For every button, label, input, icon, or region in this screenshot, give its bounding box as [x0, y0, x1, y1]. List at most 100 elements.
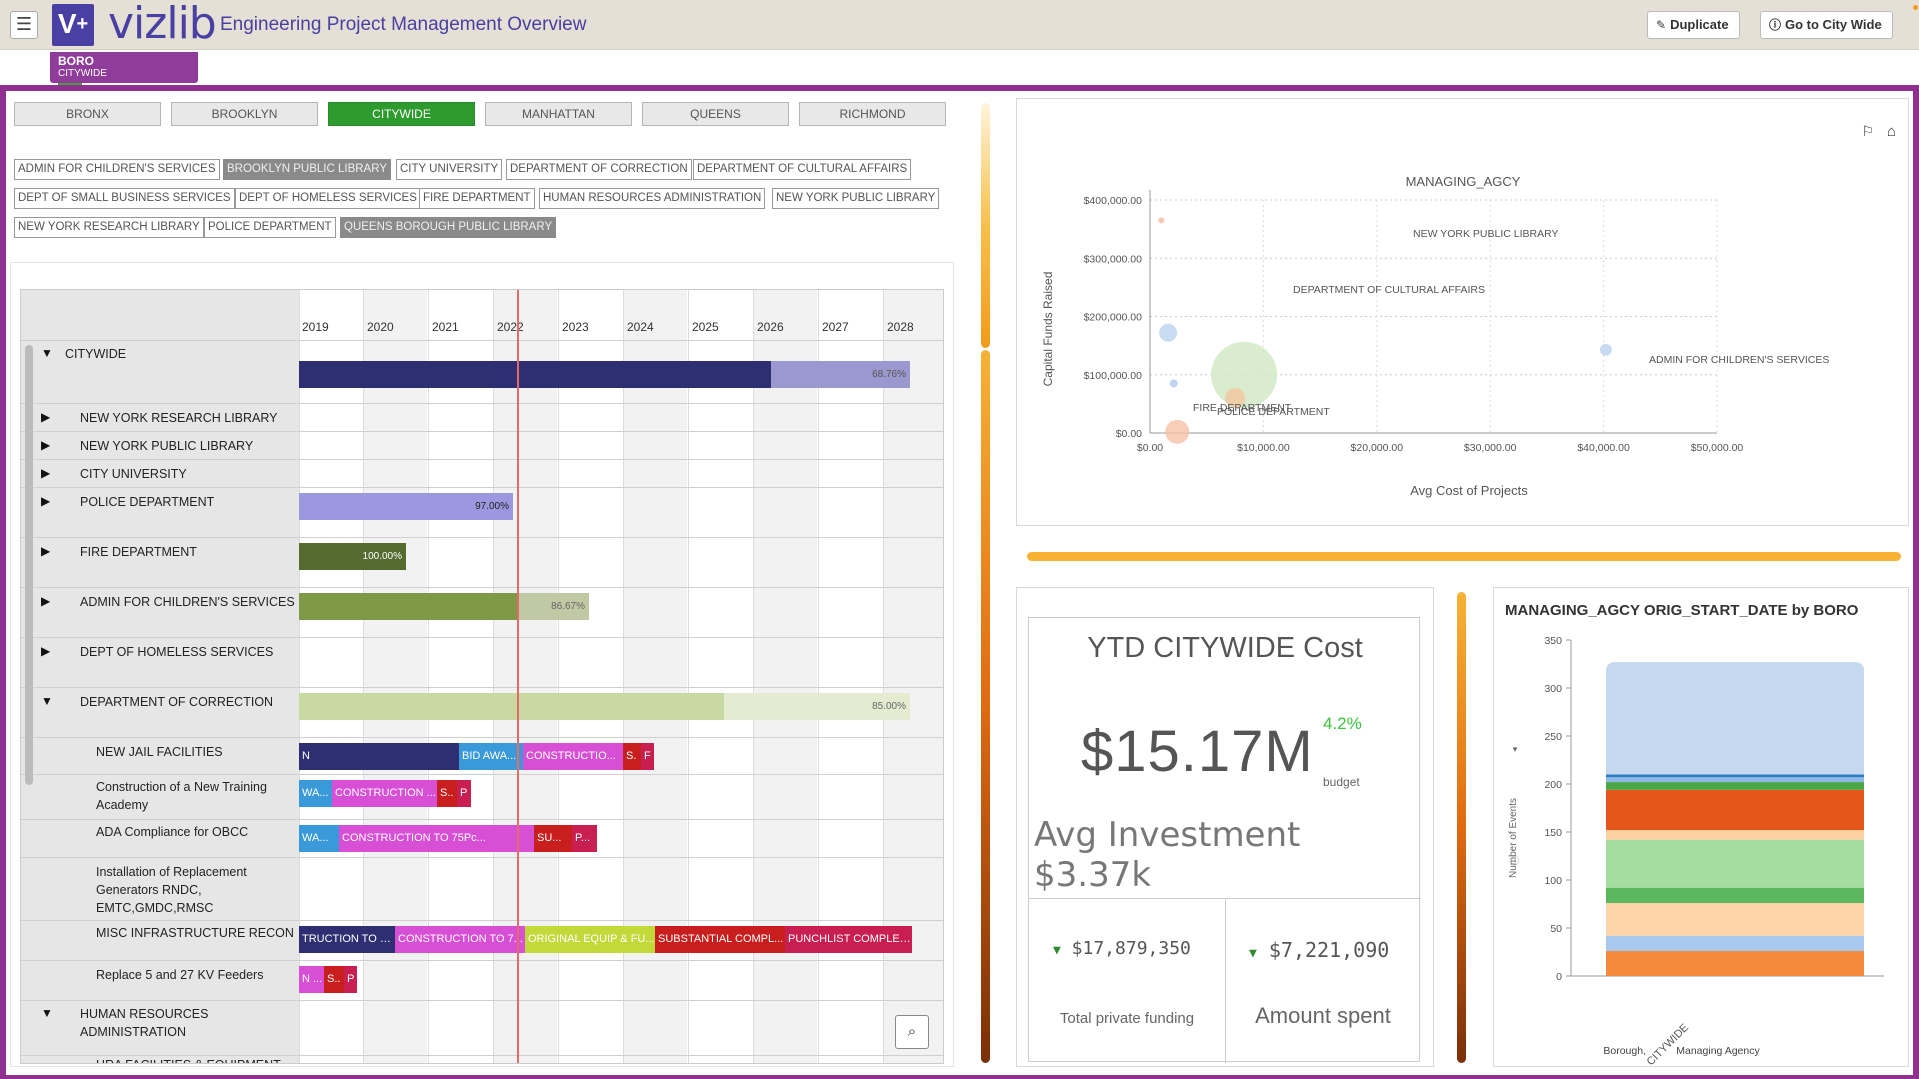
expand-icon[interactable]: ▶	[41, 466, 51, 480]
stacked-bar-segment[interactable]	[1606, 903, 1864, 936]
gantt-seg[interactable]: P	[344, 966, 357, 993]
borough-button-queens[interactable]: QUEENS	[642, 102, 789, 126]
gantt-seg[interactable]: S..	[437, 780, 457, 807]
agency-chip[interactable]: POLICE DEPARTMENT	[204, 217, 336, 238]
hamburger-menu-icon[interactable]: ☰	[10, 11, 38, 39]
agency-chip[interactable]: NEW YORK RESEARCH LIBRARY	[14, 217, 204, 238]
stacked-bar-segment[interactable]	[1606, 887, 1864, 904]
scatter-point[interactable]	[1225, 388, 1246, 409]
gantt-row-ada[interactable]: ADA Compliance for OBCC WA... CONSTRUCTI…	[21, 819, 943, 857]
gantt-row-kv[interactable]: Replace 5 and 27 KV Feeders N ... S.. P	[21, 960, 943, 1000]
expand-icon[interactable]: ▶	[41, 410, 51, 424]
agency-chip[interactable]: DEPARTMENT OF CULTURAL AFFAIRS	[693, 159, 912, 180]
expand-icon[interactable]: ▶	[41, 594, 51, 608]
gantt-seg[interactable]: N ...	[299, 966, 324, 993]
gantt-row-acs[interactable]: ▶ ADMIN FOR CHILDREN'S SERVICES 86.67%	[21, 587, 943, 637]
gantt-seg[interactable]: CONSTRUCTION ...	[332, 780, 437, 807]
scatter-point[interactable]	[1599, 343, 1612, 356]
collapse-icon[interactable]: ▼	[41, 694, 53, 708]
x-tick-label: $30,000.00	[1464, 442, 1517, 454]
expand-icon[interactable]: ▶	[41, 438, 51, 452]
collapse-icon[interactable]: ▼	[41, 1006, 53, 1020]
gantt-row-citywide[interactable]: ▼ CITYWIDE 68.76%	[21, 340, 943, 403]
agency-chip[interactable]: DEPT OF SMALL BUSINESS SERVICES	[14, 188, 235, 209]
gantt-row-hra[interactable]: ▼ HUMAN RESOURCES ADMINISTRATION	[21, 1000, 943, 1055]
agency-chip[interactable]: NEW YORK PUBLIC LIBRARY	[772, 188, 940, 209]
gantt-seg[interactable]: CONSTRUCTION TO 7...	[395, 926, 525, 953]
zoom-icon[interactable]: ⌕	[895, 1015, 929, 1049]
borough-button-manhattan[interactable]: MANHATTAN	[485, 102, 632, 126]
scatter-point[interactable]	[1169, 379, 1178, 388]
collapse-icon[interactable]: ▼	[41, 346, 53, 360]
gantt-row-nyrl[interactable]: ▶ NEW YORK RESEARCH LIBRARY	[21, 403, 943, 431]
gantt-seg[interactable]: BID AWA...	[459, 743, 523, 770]
agency-chip[interactable]: FIRE DEPARTMENT	[419, 188, 535, 209]
gantt-seg[interactable]: P	[457, 780, 471, 807]
agency-chip[interactable]: DEPARTMENT OF CORRECTION	[506, 159, 692, 180]
stacked-bar-segment[interactable]	[1606, 839, 1864, 888]
gantt-row-dhs[interactable]: ▶ DEPT OF HOMELESS SERVICES	[21, 637, 943, 687]
home-icon[interactable]: ⌂	[1886, 123, 1896, 140]
borough-button-brooklyn[interactable]: BROOKLYN	[171, 102, 318, 126]
gantt-seg[interactable]: CONSTRUCTION TO 75Pc...	[339, 825, 534, 852]
kpi-avg: Avg Investment $3.37k	[1034, 815, 1301, 895]
gantt-row-nypl[interactable]: ▶ NEW YORK PUBLIC LIBRARY	[21, 431, 943, 459]
expand-icon[interactable]: ▶	[41, 494, 51, 508]
gantt-row-fire[interactable]: ▶ FIRE DEPARTMENT 100.00%	[21, 537, 943, 587]
lasso-icon[interactable]: ⚐	[1861, 123, 1874, 139]
stacked-bar-segment[interactable]	[1606, 935, 1864, 952]
go-to-city-wide-button[interactable]: ⓘ Go to City Wide	[1760, 11, 1893, 39]
agency-chip[interactable]: QUEENS BOROUGH PUBLIC LIBRARY	[340, 217, 557, 238]
scatter-point[interactable]	[1165, 419, 1190, 444]
gantt-seg[interactable]: S.	[623, 743, 641, 770]
stacked-bar-segment[interactable]	[1606, 951, 1864, 976]
gantt-row-hra-sub[interactable]: HRA FACILITIES & EQUIPMENT	[21, 1055, 943, 1063]
gantt-row-cuny[interactable]: ▶ CITY UNIVERSITY	[21, 459, 943, 487]
gantt-bar-police[interactable]: 97.00%	[299, 493, 513, 520]
divider-bar-horizontal	[1027, 552, 1901, 561]
gantt-seg[interactable]: P...	[572, 825, 597, 852]
gantt-seg[interactable]: ORIGINAL EQUIP & FU...	[525, 926, 655, 953]
gantt-bar-fire[interactable]: 100.00%	[299, 543, 406, 570]
gantt-row-training[interactable]: Construction of a New Training Academy W…	[21, 774, 943, 819]
expand-icon[interactable]: ▶	[41, 544, 51, 558]
gantt-seg[interactable]: PUNCHLIST COMPLET...	[785, 926, 912, 953]
gantt-scrollbar[interactable]	[25, 345, 33, 785]
scatter-point[interactable]	[1211, 341, 1278, 408]
year-label: 2027	[822, 320, 849, 334]
gantt-seg[interactable]: TRUCTION TO 5...	[299, 926, 395, 953]
gantt-row-misc[interactable]: MISC INFRASTRUCTURE RECON TRUCTION TO 5.…	[21, 920, 943, 960]
expand-icon[interactable]: ▶	[41, 644, 51, 658]
gantt-seg[interactable]: F	[641, 743, 654, 770]
agency-chip[interactable]: DEPT OF HOMELESS SERVICES	[235, 188, 421, 209]
gantt-row-police[interactable]: ▶ POLICE DEPARTMENT 97.00%	[21, 487, 943, 537]
stacked-bar-segment[interactable]	[1606, 789, 1864, 831]
gantt-row-generators[interactable]: Installation of Replacement Generators R…	[21, 857, 943, 920]
gantt-seg[interactable]: WA...	[299, 780, 332, 807]
gantt-seg[interactable]: SUBSTANTIAL COMPL...	[655, 926, 785, 953]
duplicate-button[interactable]: ✎ Duplicate	[1647, 11, 1740, 39]
gantt-row-jail[interactable]: NEW JAIL FACILITIES N BID AWA... CONSTRU…	[21, 737, 943, 774]
scatter-point[interactable]	[1159, 323, 1178, 342]
borough-button-richmond[interactable]: RICHMOND	[799, 102, 946, 126]
gantt-seg[interactable]: WA...	[299, 825, 339, 852]
agency-chip[interactable]: ADMIN FOR CHILDREN'S SERVICES	[14, 159, 220, 180]
gantt-seg[interactable]: N	[299, 743, 459, 770]
agency-chip[interactable]: CITY UNIVERSITY	[396, 159, 503, 180]
stacked-bar-segment[interactable]	[1606, 774, 1864, 778]
agency-chip[interactable]: BROOKLYN PUBLIC LIBRARY	[223, 159, 391, 180]
selection-chip-boro[interactable]: BORO CITYWIDE	[50, 52, 198, 86]
borough-button-bronx[interactable]: BRONX	[14, 102, 161, 126]
gantt-seg[interactable]: SU...	[534, 825, 572, 852]
stacked-bar-segment[interactable]	[1606, 777, 1864, 783]
gantt-seg[interactable]: CONSTRUCTIO...	[523, 743, 623, 770]
gantt-seg[interactable]: S..	[324, 966, 344, 993]
gantt-row-doc[interactable]: ▼ DEPARTMENT OF CORRECTION 85.00%	[21, 687, 943, 737]
stacked-bar-segment[interactable]	[1606, 830, 1864, 840]
dropdown-icon[interactable]: ▾	[1513, 744, 1518, 754]
scatter-point[interactable]	[1158, 217, 1165, 224]
borough-button-citywide[interactable]: CITYWIDE	[328, 102, 475, 126]
year-label: 2023	[562, 320, 589, 334]
agency-chip[interactable]: HUMAN RESOURCES ADMINISTRATION	[539, 188, 766, 209]
stacked-bar-segment[interactable]	[1606, 782, 1864, 790]
